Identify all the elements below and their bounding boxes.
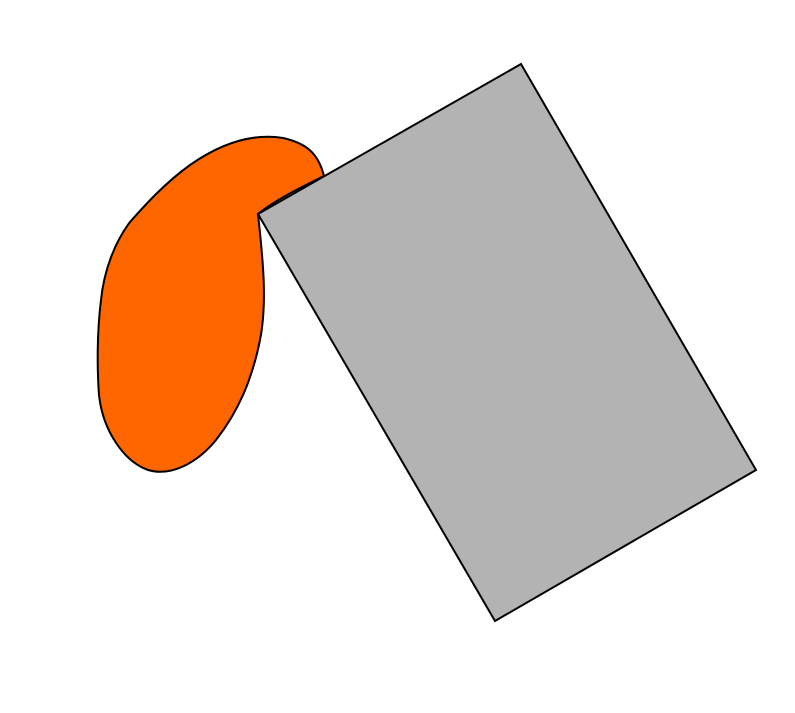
gray-rectangle-shape (256, 62, 758, 623)
orange-blob-shape (96, 135, 325, 473)
